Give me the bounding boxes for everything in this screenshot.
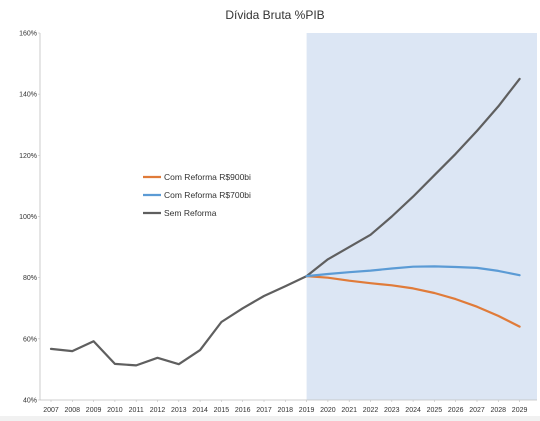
x-tick-label: 2019 [299,407,315,414]
chart-title: Dívida Bruta %PIB [225,8,324,22]
y-tick-label: 160% [19,31,37,38]
x-tick-label: 2028 [491,407,507,414]
series-line-com-reforma-r-900bi [305,275,521,328]
x-tick-label: 2018 [278,407,294,414]
y-tick-label: 80% [23,275,37,282]
x-tick-label: 2008 [65,407,81,414]
x-axis-ticks: 2007 2008 2009 2010 2011 2012 2013 2014 2015 2016… [43,400,527,414]
x-tick-label: 2023 [384,407,400,414]
x-tick-label: 2010 [107,407,123,414]
legend-label: Com Reforma R$900bi [164,172,251,182]
x-tick-label: 2022 [363,407,379,414]
x-tick-label: 2027 [469,407,485,414]
x-tick-label: 2024 [405,407,421,414]
x-tick-label: 2011 [129,407,144,414]
series-line-sem-reforma [49,77,521,367]
x-tick-label: 2013 [171,407,187,414]
series-line-com-reforma-r-700bi [305,265,521,278]
y-tick-label: 100% [19,214,37,221]
y-tick-label: 40% [23,398,37,405]
x-tick-label: 2009 [86,407,102,414]
x-tick-label: 2026 [448,407,464,414]
x-tick-label: 2017 [256,407,272,414]
series-lines [49,77,521,367]
x-tick-label: 2020 [320,407,336,414]
x-tick-label: 2025 [427,407,443,414]
y-tick-label: 140% [19,92,37,99]
x-tick-label: 2029 [512,407,528,414]
x-tick-label: 2015 [214,407,230,414]
x-tick-label: 2007 [43,407,59,414]
legend-label: Com Reforma R$700bi [164,190,251,200]
y-axis-ticks: 40% 60% 80% 100% 120% 140% 160% [19,31,40,405]
bottom-strip [0,416,540,421]
projection-shaded-region [306,33,537,400]
legend-label: Sem Reforma [164,208,217,218]
x-tick-label: 2016 [235,407,251,414]
x-tick-label: 2021 [341,407,357,414]
x-tick-label: 2014 [192,407,208,414]
y-tick-label: 60% [23,336,37,343]
legend: Com Reforma R$900bi Com Reforma R$700bi Se… [143,172,251,218]
y-tick-label: 120% [19,153,37,160]
x-tick-label: 2012 [150,407,166,414]
